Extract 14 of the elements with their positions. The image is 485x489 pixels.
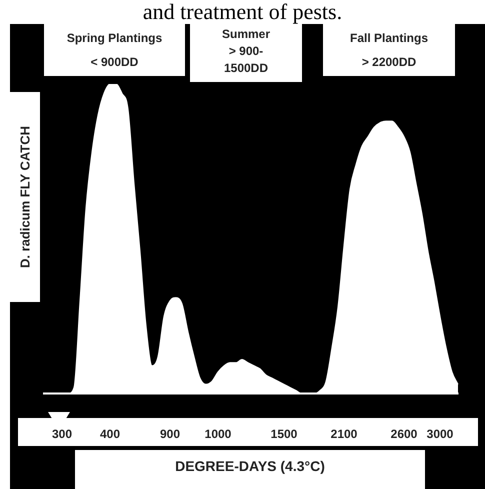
text: Summer > 900- 1500DD (190, 24, 302, 82)
x-tick-label: 900 (160, 427, 180, 442)
x-axis-title: DEGREE-DAYS (4.3°C) (75, 450, 425, 489)
x-tick-label: 1500 (270, 427, 298, 442)
x-tick-label: 400 (100, 427, 120, 442)
x-tick-label: 1000 (204, 427, 232, 442)
x-tick-label: 2100 (330, 427, 358, 442)
x-tick-label: 300 (52, 427, 72, 442)
y-axis-title: D. radicum FLY CATCH (18, 124, 32, 270)
x-tick-label: 3000 (426, 427, 454, 442)
text: Fall Plantings > 2200DD (323, 24, 455, 76)
text: and treatment of pests. (142, 0, 344, 24)
text: Spring Plantings < 900DD (44, 24, 185, 76)
x-tick-label: 2600 (390, 427, 418, 442)
